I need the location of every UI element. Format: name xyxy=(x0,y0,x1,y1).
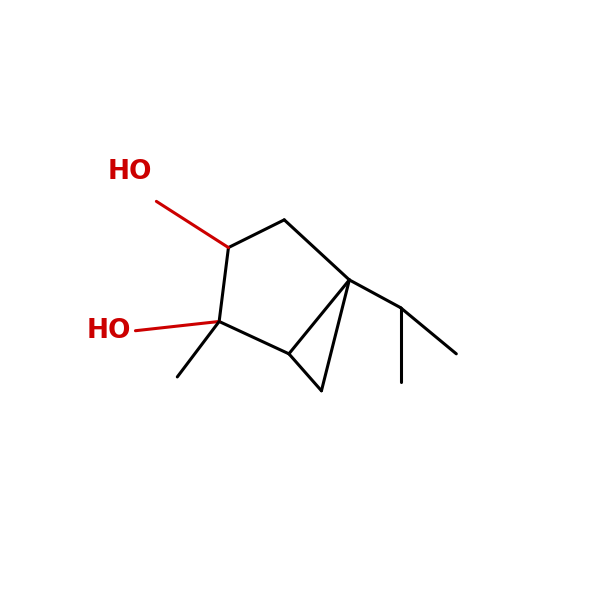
Text: HO: HO xyxy=(86,318,131,344)
Text: HO: HO xyxy=(107,159,152,185)
